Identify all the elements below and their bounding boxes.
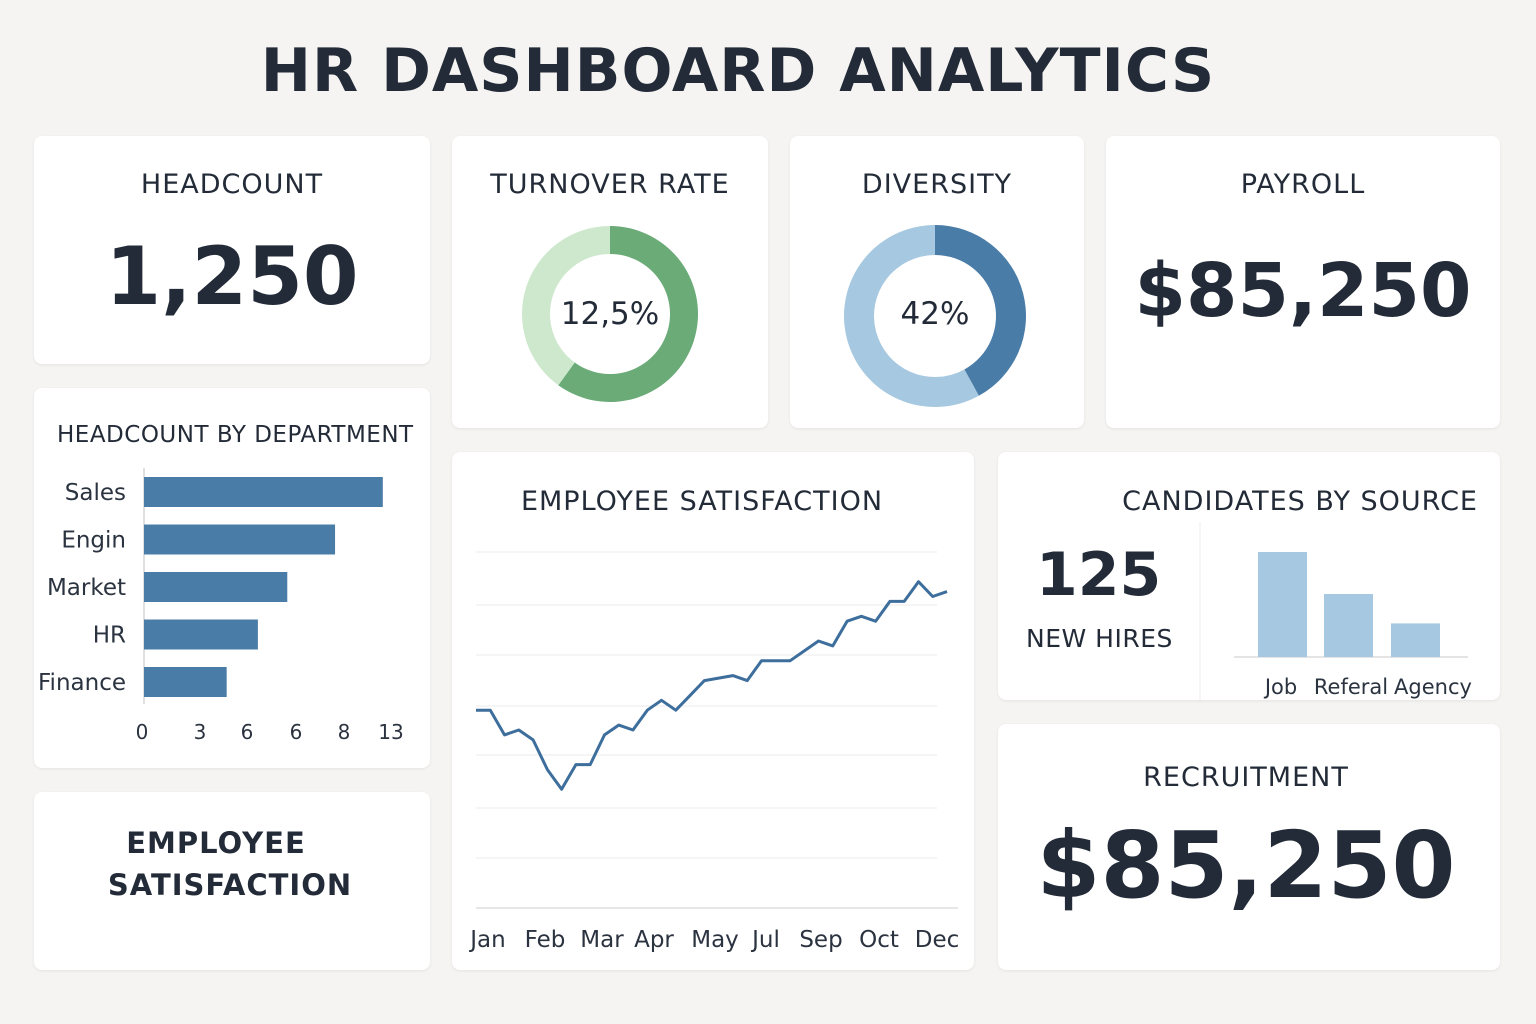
candidates-bar-job[interactable]	[1258, 552, 1307, 657]
turnover-value: 12,5%	[560, 296, 660, 332]
department-x-tick: 0	[136, 720, 149, 744]
turnover-title: TURNOVER RATE	[490, 169, 730, 200]
department-chart-title: HEADCOUNT BY DEPARTMENT	[57, 422, 414, 448]
department-bar-hr[interactable]	[144, 619, 258, 650]
department-bar-market[interactable]	[144, 572, 288, 602]
headcount-by-department-card[interactable]: HEADCOUNT BY DEPARTMENT Sales Engin Market…	[34, 388, 430, 768]
diversity-slice-main	[935, 225, 1026, 396]
turnover-card[interactable]: TURNOVER RATE 12,5%	[452, 136, 768, 428]
department-x-tick: 8	[338, 720, 351, 744]
diversity-card[interactable]: DIVERSITY 42%	[790, 136, 1084, 428]
satisfaction-summary-line2: SATISFACTION	[107, 868, 353, 902]
department-bar-chart: Sales Engin Market HR Finance 0 3 6 6 8 13	[38, 468, 404, 744]
candidates-bar-chart: Job Referal Agency	[1199, 522, 1472, 700]
department-x-tick: 3	[194, 720, 207, 744]
candidates-label-referal: Referal	[1314, 675, 1388, 699]
candidates-bar-agency[interactable]	[1391, 623, 1440, 657]
satisfaction-series-line	[476, 580, 948, 791]
recruitment-value: $85,250	[1036, 812, 1456, 919]
headcount-card[interactable]: HEADCOUNT 1,250	[34, 136, 430, 364]
satisfaction-x-label-dec: Dec	[915, 927, 960, 953]
satisfaction-x-label-mar: Mar	[580, 927, 624, 953]
department-label-hr: HR	[93, 623, 126, 649]
recruitment-card[interactable]: RECRUITMENT $85,250	[998, 724, 1500, 970]
satisfaction-line-chart: Jan Feb Mar Apr May Jul Sep Oct Dec	[468, 551, 960, 953]
department-label-finance: Finance	[38, 670, 126, 696]
candidates-label-agency: Agency	[1394, 675, 1472, 699]
department-label-engin: Engin	[61, 528, 126, 554]
candidates-title: CANDIDATES BY SOURCE	[1122, 486, 1478, 517]
candidates-card[interactable]: CANDIDATES BY SOURCE 125 NEW HIRES Job Re…	[998, 452, 1500, 700]
department-label-market: Market	[47, 575, 126, 601]
payroll-title: PAYROLL	[1240, 169, 1366, 200]
payroll-value: $85,250	[1134, 248, 1472, 334]
candidates-label-job: Job	[1263, 675, 1297, 699]
satisfaction-x-label-sep: Sep	[799, 927, 842, 953]
diversity-title: DIVERSITY	[861, 169, 1013, 200]
department-x-tick: 6	[241, 720, 254, 744]
diversity-value: 42%	[900, 296, 970, 332]
department-bar-finance[interactable]	[144, 667, 227, 697]
candidates-bar-referal[interactable]	[1324, 594, 1373, 657]
satisfaction-x-label-may: May	[691, 927, 739, 953]
headcount-title: HEADCOUNT	[140, 169, 324, 200]
headcount-value: 1,250	[105, 230, 359, 323]
satisfaction-summary-line1: EMPLOYEE	[126, 826, 306, 860]
diversity-slice-rest	[844, 225, 979, 407]
department-label-sales: Sales	[65, 480, 126, 506]
new-hires-value: 125	[1036, 540, 1162, 610]
satisfaction-chart-title: EMPLOYEE SATISFACTION	[520, 486, 884, 517]
satisfaction-x-label-apr: Apr	[634, 927, 674, 953]
turnover-slice-rest	[522, 226, 610, 386]
diversity-donut	[844, 225, 1026, 407]
department-bar-engin[interactable]	[144, 524, 336, 555]
satisfaction-x-label-jul: Jul	[750, 927, 780, 953]
department-x-tick: 13	[378, 720, 403, 744]
recruitment-title: RECRUITMENT	[1143, 762, 1349, 793]
department-x-tick: 6	[290, 720, 303, 744]
satisfaction-summary-card[interactable]: EMPLOYEE SATISFACTION	[34, 792, 430, 970]
new-hires-label: NEW HIRES	[1026, 624, 1173, 653]
turnover-slice-main	[558, 226, 698, 402]
payroll-card[interactable]: PAYROLL $85,250	[1106, 136, 1500, 428]
satisfaction-x-label-jan: Jan	[468, 927, 505, 953]
employee-satisfaction-card[interactable]: EMPLOYEE SATISFACTION Jan Feb Mar Apr May Jul…	[452, 452, 974, 970]
satisfaction-x-label-oct: Oct	[859, 927, 899, 953]
turnover-donut	[522, 226, 698, 402]
satisfaction-x-label-feb: Feb	[525, 927, 566, 953]
page-title: HR DASHBOARD ANALYTICS	[260, 36, 1216, 106]
department-bar-sales[interactable]	[144, 477, 383, 507]
